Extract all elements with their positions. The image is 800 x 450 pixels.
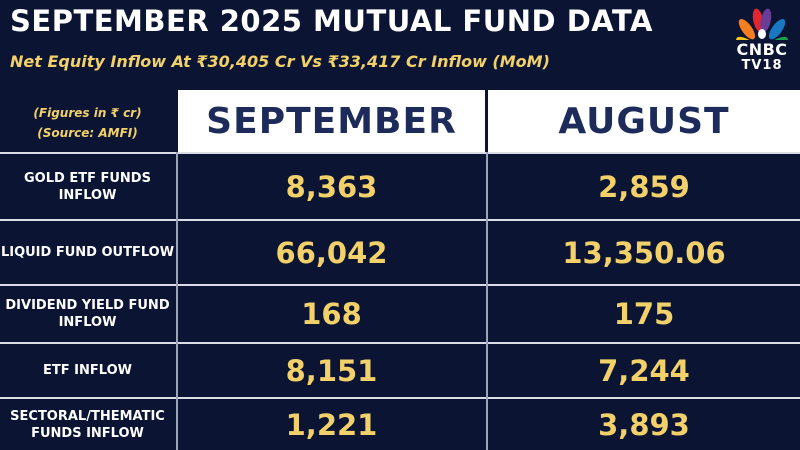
row-label-liquid-fund: LIQUID FUND OUTFLOW [0, 245, 175, 260]
row-label-etf: ETF INFLOW [43, 363, 132, 378]
row-divider [0, 219, 800, 221]
row-label-sectoral-thematic: SECTORAL/THEMATIC FUNDS INFLOW [10, 408, 165, 441]
cnbc-tv18-logo: CNBC TV18 [731, 4, 793, 76]
row-label-gold-etf: GOLD ETF FUNDS INFLOW [24, 170, 151, 203]
peacock-logo-icon [736, 8, 788, 40]
column-header-august: AUGUST [488, 90, 800, 152]
row-label-dividend-yield: DIVIDEND YIELD FUND INFLOW [5, 298, 170, 330]
logo-channel: TV18 [741, 58, 783, 73]
row-divider [0, 152, 800, 154]
row-divider [0, 397, 800, 399]
value-september-etf: 8,151 [285, 353, 378, 388]
value-september-gold-etf: 8,363 [285, 169, 378, 204]
value-august-dividend-yield: 175 [613, 297, 675, 331]
value-september-sectoral-thematic: 1,221 [285, 407, 378, 442]
value-august-sectoral-thematic: 3,893 [598, 407, 690, 442]
column-divider [486, 152, 488, 450]
value-august-etf: 7,244 [598, 353, 690, 388]
source-note: (Source: AMFI) [37, 126, 138, 140]
page-subtitle: Net Equity Inflow At ₹30,405 Cr Vs ₹33,4… [10, 52, 550, 71]
row-divider [0, 284, 800, 286]
logo-brand: CNBC [736, 40, 788, 59]
value-september-dividend-yield: 168 [301, 297, 362, 331]
column-divider [176, 152, 178, 450]
column-header-september: SEPTEMBER [178, 90, 485, 152]
value-august-gold-etf: 2,859 [598, 169, 690, 204]
row-divider [0, 342, 800, 344]
page-title: SEPTEMBER 2025 MUTUAL FUND DATA [10, 4, 653, 38]
value-august-liquid-fund: 13,350.06 [562, 235, 726, 270]
value-september-liquid-fund: 66,042 [275, 235, 388, 270]
figures-note: (Figures in ₹ cr) [33, 106, 142, 120]
